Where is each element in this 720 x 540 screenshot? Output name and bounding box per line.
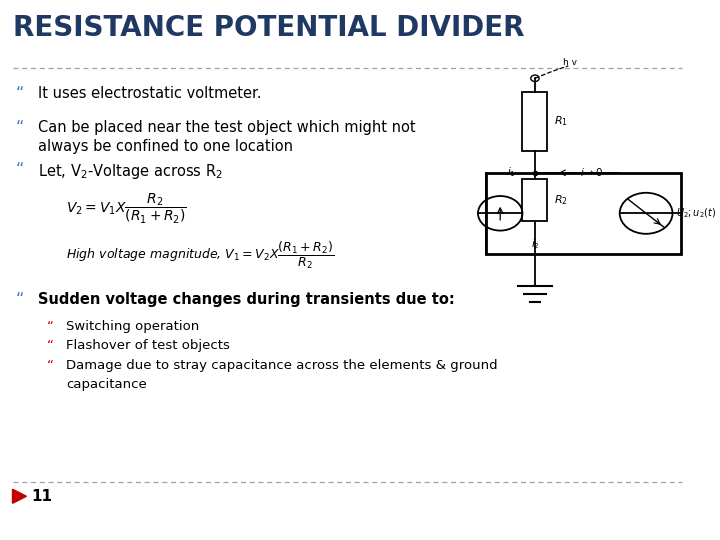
Text: $i_1$: $i_1$ — [507, 165, 516, 179]
Bar — [523, 92, 547, 151]
Text: capacitance: capacitance — [66, 378, 147, 391]
Text: “: “ — [15, 292, 24, 307]
Text: “: “ — [48, 359, 54, 372]
Text: always be confined to one location: always be confined to one location — [38, 139, 293, 154]
Text: $i_2$: $i_2$ — [531, 237, 539, 251]
Bar — [486, 173, 681, 254]
Text: 11: 11 — [31, 489, 53, 504]
Bar — [523, 179, 547, 221]
Text: It uses electrostatic voltmeter.: It uses electrostatic voltmeter. — [38, 86, 261, 102]
Text: Sudden voltage changes during transients due to:: Sudden voltage changes during transients… — [38, 292, 455, 307]
Text: RESISTANCE POTENTIAL DIVIDER: RESISTANCE POTENTIAL DIVIDER — [12, 14, 524, 42]
Text: “: “ — [48, 320, 54, 333]
Text: $U_2; u_2(t)$: $U_2; u_2(t)$ — [676, 206, 716, 220]
Polygon shape — [12, 489, 27, 503]
Text: Can be placed near the test object which might not: Can be placed near the test object which… — [38, 120, 416, 135]
Text: h v: h v — [563, 58, 577, 67]
Text: High voltage magnitude, $V_1 = V_2 X\dfrac{(R_1+R_2)}{R_2}$: High voltage magnitude, $V_1 = V_2 X\dfr… — [66, 240, 334, 272]
Text: Damage due to stray capacitance across the elements & ground: Damage due to stray capacitance across t… — [66, 359, 498, 372]
Text: $V_2 = V_1 X\dfrac{R_2}{(R_1+R_2)}$: $V_2 = V_1 X\dfrac{R_2}{(R_1+R_2)}$ — [66, 192, 187, 226]
Text: $R_1$: $R_1$ — [554, 114, 568, 129]
Text: “: “ — [48, 339, 54, 352]
Text: “: “ — [15, 120, 24, 135]
Text: “: “ — [15, 162, 24, 177]
Text: “: “ — [15, 86, 24, 102]
Text: Flashover of test objects: Flashover of test objects — [66, 339, 230, 352]
Text: $R_2$: $R_2$ — [554, 193, 568, 207]
Text: Switching operation: Switching operation — [66, 320, 199, 333]
Text: Let, V$_2$-Voltage across R$_2$: Let, V$_2$-Voltage across R$_2$ — [38, 162, 223, 181]
Text: $i \rightarrow 0$: $i \rightarrow 0$ — [580, 166, 603, 178]
